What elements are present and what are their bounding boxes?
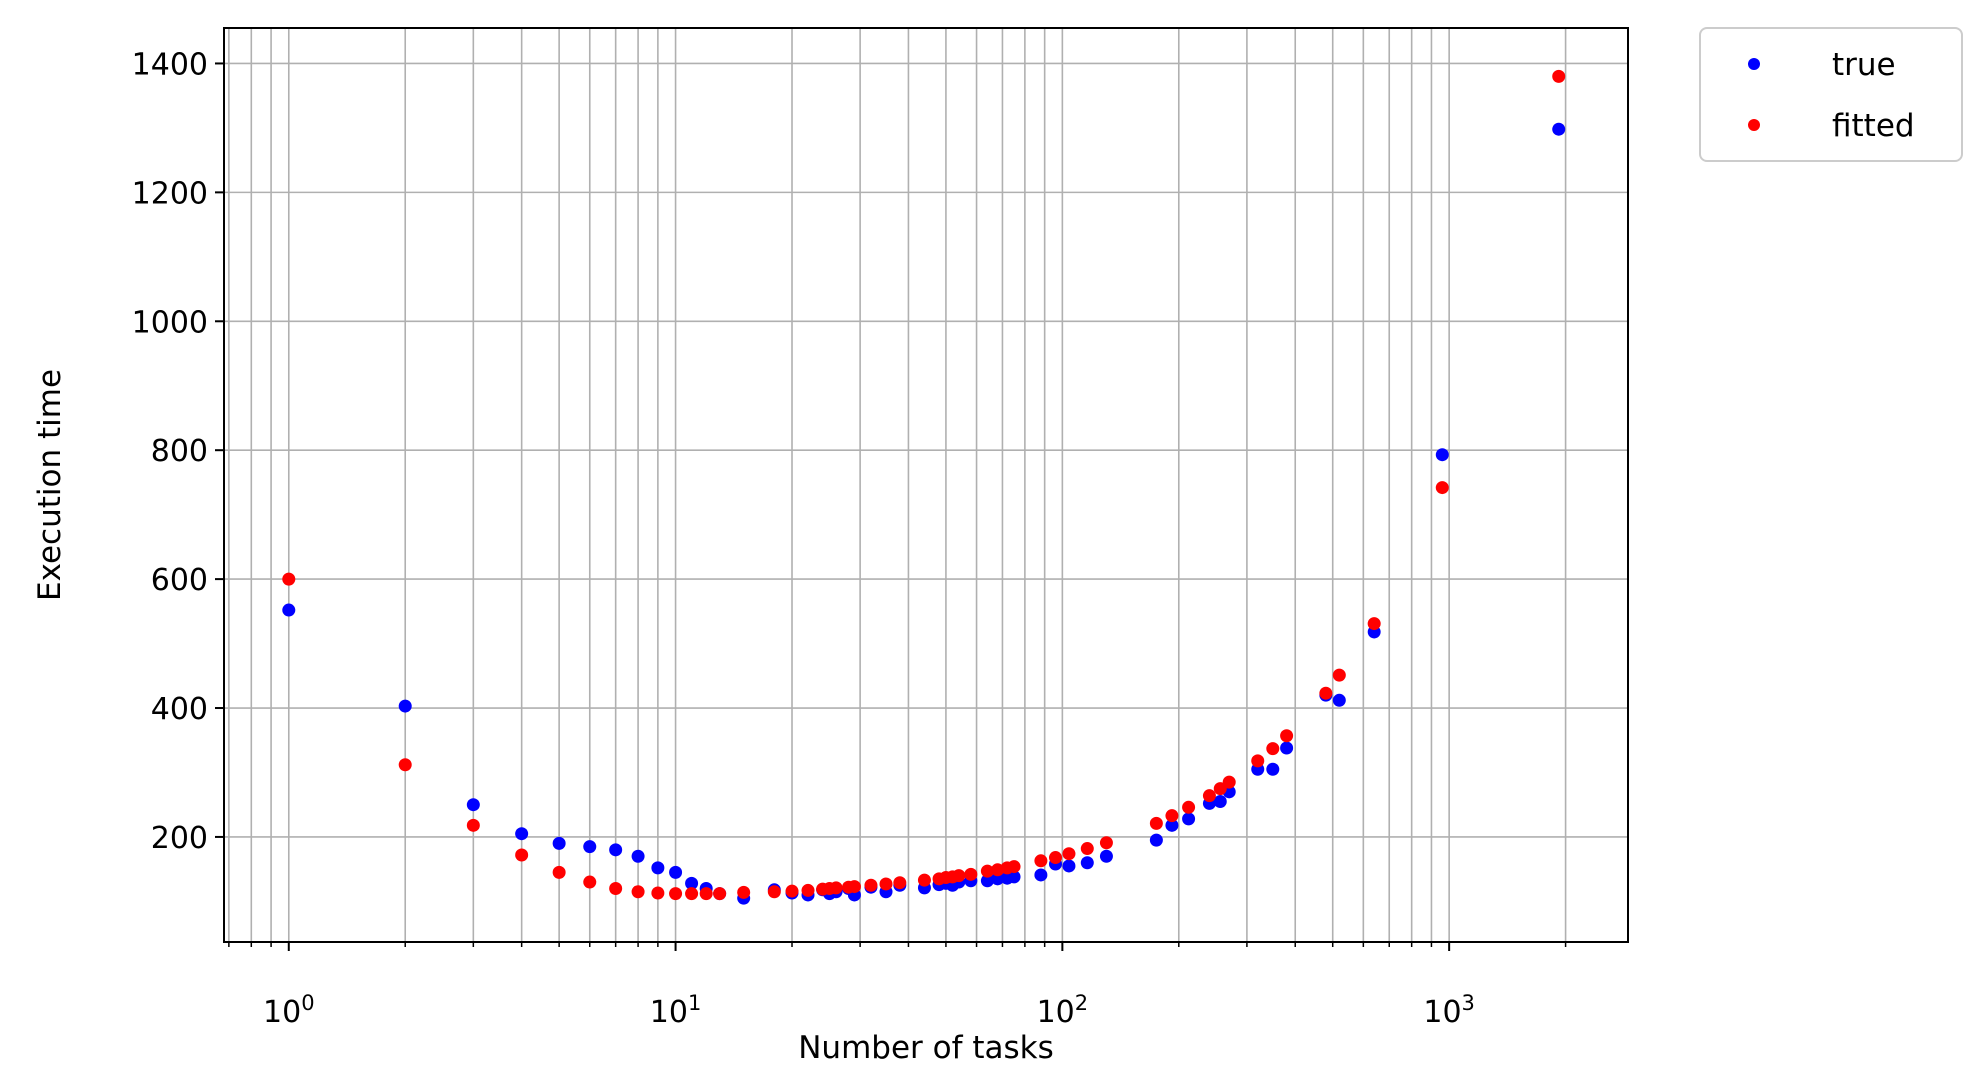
- point-fitted: [631, 885, 645, 899]
- point-true: [1034, 868, 1048, 882]
- plot-area-frame: [223, 27, 1629, 943]
- point-fitted: [964, 867, 978, 881]
- point-fitted: [699, 887, 713, 901]
- point-fitted: [767, 885, 781, 899]
- point-true: [552, 836, 566, 850]
- point-true: [282, 603, 296, 617]
- y-axis-title: Execution time: [32, 369, 68, 601]
- point-fitted: [1034, 854, 1048, 868]
- x-tick-label: 100: [263, 991, 315, 1030]
- point-fitted: [1319, 686, 1333, 700]
- point-fitted: [1165, 809, 1179, 823]
- point-fitted: [801, 883, 815, 897]
- point-fitted: [1007, 860, 1021, 874]
- point-fitted: [829, 881, 843, 895]
- legend-label-fitted: fitted: [1832, 108, 1915, 144]
- point-fitted: [1552, 69, 1566, 83]
- legend-frame: [1699, 27, 1963, 162]
- axis-ticks: 100 101 102 103 200 400 600 800 1000 1200 1400: [132, 47, 1567, 1030]
- point-fitted: [1080, 842, 1094, 856]
- point-fitted: [609, 882, 623, 896]
- point-fitted: [1182, 800, 1196, 814]
- point-fitted: [879, 877, 893, 891]
- point-fitted: [398, 758, 412, 772]
- grid: [224, 28, 1628, 942]
- point-true: [1149, 833, 1163, 847]
- point-fitted: [515, 848, 529, 862]
- point-true: [1266, 762, 1280, 776]
- point-fitted: [1202, 789, 1216, 803]
- point-fitted: [685, 887, 699, 901]
- point-fitted: [651, 886, 665, 900]
- point-true: [631, 849, 645, 863]
- data-points: [282, 69, 1566, 905]
- y-tick-label: 1200: [132, 176, 208, 211]
- point-fitted: [1049, 851, 1063, 865]
- point-fitted: [1280, 729, 1294, 743]
- point-fitted: [583, 875, 597, 889]
- legend-marker-fitted: [1748, 119, 1760, 131]
- y-tick-label: 1400: [132, 47, 208, 82]
- point-true: [1080, 856, 1094, 870]
- point-fitted: [864, 878, 878, 892]
- point-fitted: [713, 887, 727, 901]
- point-true: [651, 861, 665, 875]
- point-fitted: [1266, 742, 1280, 756]
- y-tick-label: 1000: [132, 305, 208, 340]
- point-fitted: [466, 818, 480, 832]
- point-fitted: [1367, 617, 1381, 631]
- point-fitted: [1435, 481, 1449, 495]
- point-fitted: [669, 887, 683, 901]
- point-true: [1099, 849, 1113, 863]
- point-true: [991, 872, 1005, 886]
- point-true: [1165, 818, 1179, 832]
- point-true: [1213, 794, 1227, 808]
- point-true: [1062, 859, 1076, 873]
- point-fitted: [785, 884, 799, 898]
- point-true: [609, 843, 623, 857]
- x-axis-title: Number of tasks: [798, 1030, 1054, 1066]
- point-fitted: [1332, 668, 1346, 682]
- point-fitted: [980, 864, 994, 878]
- point-true: [980, 874, 994, 888]
- x-tick-label: 102: [1037, 991, 1089, 1030]
- point-true: [685, 876, 699, 890]
- point-true: [466, 798, 480, 812]
- point-true: [515, 827, 529, 841]
- point-true: [1280, 741, 1294, 755]
- point-fitted: [1062, 847, 1076, 861]
- x-tick-label: 101: [650, 991, 702, 1030]
- point-true: [1552, 122, 1566, 136]
- x-tick-label: 103: [1423, 991, 1475, 1030]
- y-tick-label: 800: [151, 434, 208, 469]
- point-fitted: [1222, 775, 1236, 789]
- point-fitted: [847, 880, 861, 894]
- point-fitted: [1213, 782, 1227, 796]
- legend-label-true: true: [1832, 47, 1896, 83]
- legend: true fitted: [1699, 27, 1963, 162]
- legend-marker-true: [1748, 58, 1760, 70]
- point-fitted: [1251, 754, 1265, 768]
- point-fitted: [893, 876, 907, 890]
- point-true: [1182, 812, 1196, 826]
- point-true: [1435, 448, 1449, 462]
- point-fitted: [1149, 816, 1163, 830]
- point-fitted: [282, 572, 296, 586]
- point-true: [1007, 870, 1021, 884]
- y-tick-label: 200: [151, 821, 208, 856]
- point-true: [669, 865, 683, 879]
- point-fitted: [1099, 836, 1113, 850]
- point-true: [583, 840, 597, 854]
- point-fitted: [917, 873, 931, 887]
- y-tick-label: 600: [151, 563, 208, 598]
- point-fitted: [952, 869, 966, 883]
- point-true: [1332, 693, 1346, 707]
- point-true: [398, 699, 412, 713]
- y-tick-label: 400: [151, 692, 208, 727]
- point-fitted: [737, 885, 751, 899]
- point-fitted: [552, 865, 566, 879]
